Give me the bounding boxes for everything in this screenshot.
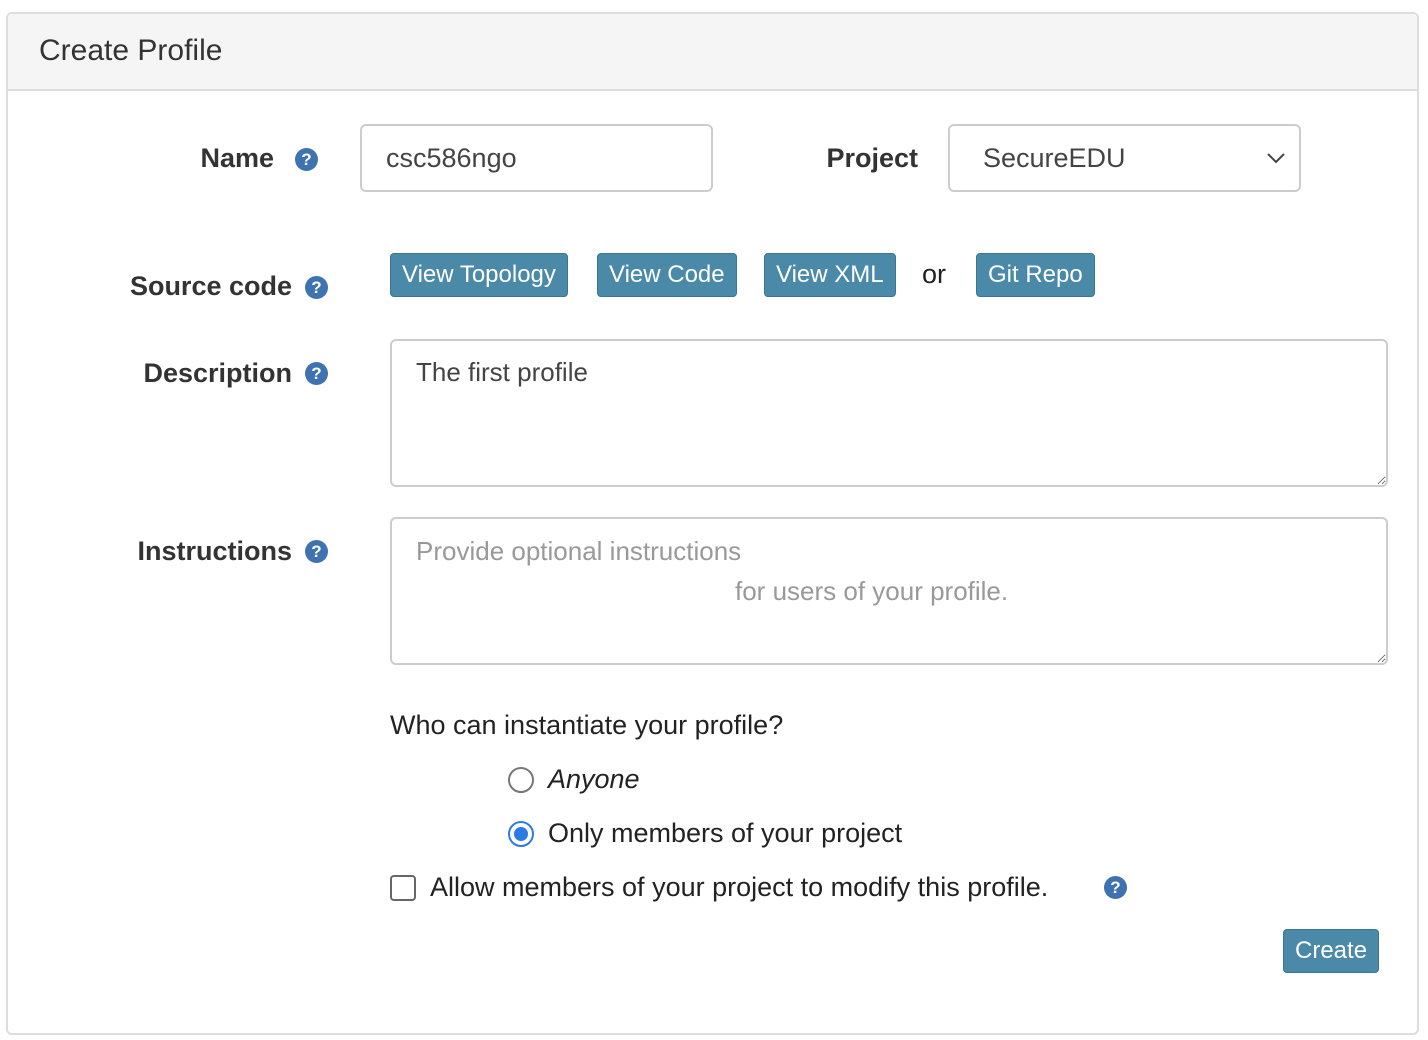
- instructions-label: Instructions: [137, 536, 292, 566]
- instructions-textarea[interactable]: [390, 517, 1388, 665]
- name-label: Name: [200, 143, 274, 173]
- who-question: Who can instantiate your profile?: [390, 710, 784, 740]
- allow-modify-label[interactable]: Allow members of your project to modify …: [430, 872, 1049, 902]
- panel-header: Create Profile: [8, 14, 1417, 91]
- panel-title: Create Profile: [39, 34, 223, 67]
- radio-project-members-label[interactable]: Only members of your project: [548, 818, 903, 848]
- name-help-icon[interactable]: ?: [295, 148, 318, 171]
- chevron-down-icon: [1267, 153, 1285, 164]
- view-topology-button[interactable]: View Topology: [390, 253, 568, 297]
- project-label: Project: [826, 143, 918, 173]
- radio-anyone[interactable]: [508, 767, 534, 793]
- view-code-button[interactable]: View Code: [597, 253, 737, 297]
- description-help-icon[interactable]: ?: [305, 362, 328, 385]
- create-button[interactable]: Create: [1283, 929, 1380, 973]
- description-label: Description: [143, 358, 292, 388]
- git-repo-button[interactable]: Git Repo: [976, 253, 1095, 297]
- radio-anyone-label[interactable]: Anyone: [548, 764, 640, 794]
- project-select[interactable]: SecureEDU: [948, 124, 1301, 192]
- project-selected-value: SecureEDU: [983, 143, 1126, 173]
- instructions-help-icon[interactable]: ?: [305, 540, 328, 563]
- allow-modify-help-icon[interactable]: ?: [1104, 876, 1127, 899]
- radio-project-members[interactable]: [508, 821, 534, 847]
- source-code-label: Source code: [129, 271, 292, 301]
- name-input[interactable]: [360, 124, 713, 192]
- or-text: or: [922, 259, 947, 289]
- allow-modify-checkbox[interactable]: [390, 875, 416, 901]
- view-xml-button[interactable]: View XML: [764, 253, 896, 297]
- description-textarea[interactable]: The first profile: [390, 339, 1388, 487]
- source-code-help-icon[interactable]: ?: [305, 276, 328, 299]
